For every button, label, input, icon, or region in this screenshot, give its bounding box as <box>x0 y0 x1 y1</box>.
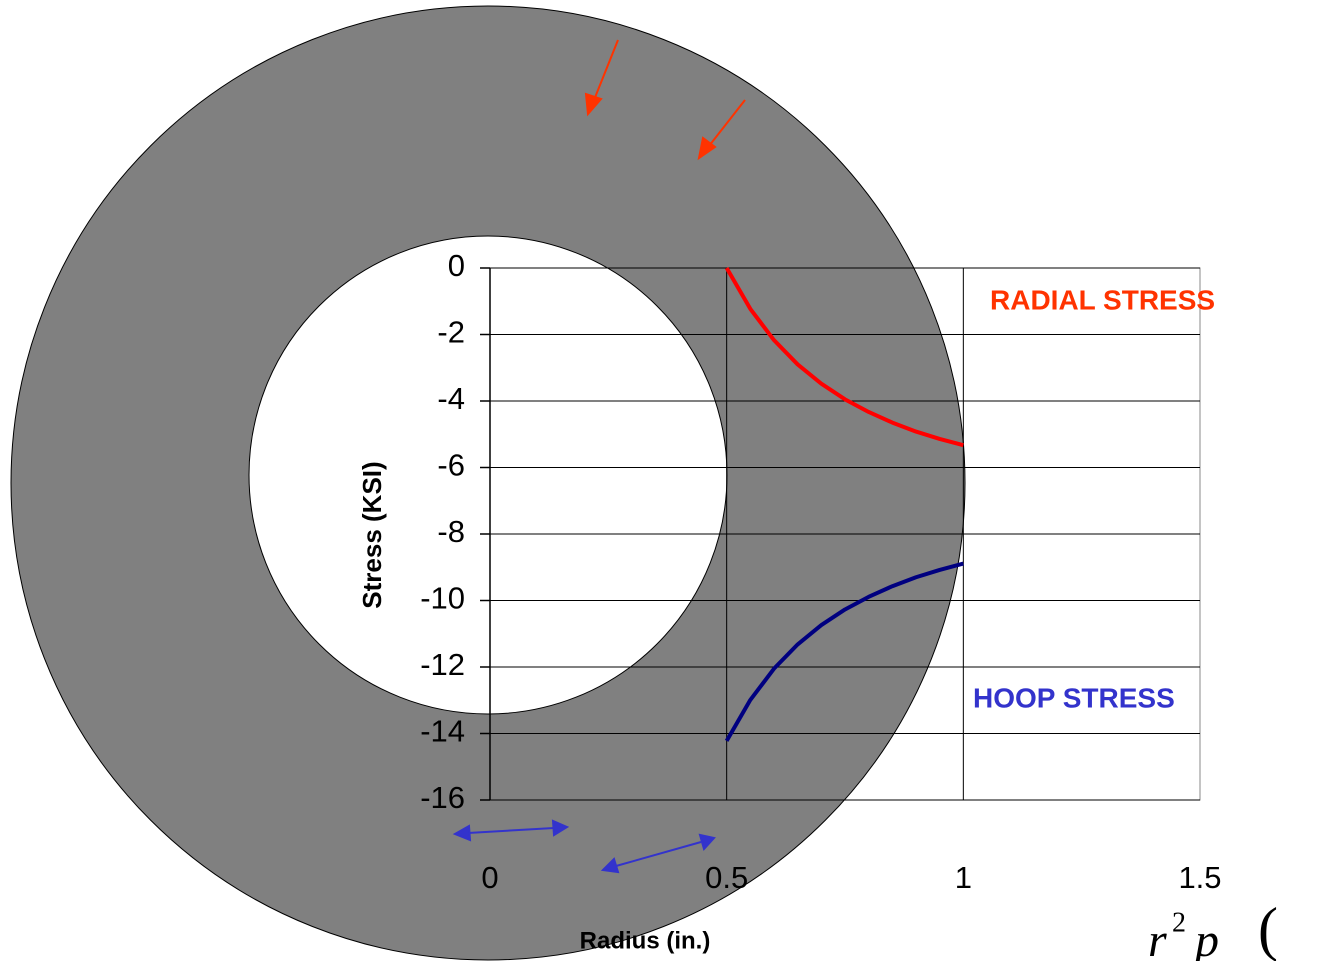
formula-text: ( <box>1258 896 1278 961</box>
formula-text: r <box>1148 914 1167 961</box>
x-tick-label: 0 <box>481 860 498 895</box>
series-label: HOOP STRESS <box>973 682 1175 713</box>
formula-text: 2 <box>1172 907 1186 938</box>
y-tick-label: -4 <box>437 381 465 416</box>
y-tick-label: -8 <box>437 514 465 549</box>
x-axis-title: Radius (in.) <box>580 927 711 954</box>
x-tick-label: 0.5 <box>705 860 748 895</box>
y-tick-label: -12 <box>420 647 465 682</box>
formula-text: p <box>1192 914 1219 961</box>
formula-fragment: r 2 p ( <box>1148 896 1278 961</box>
y-tick-label: -10 <box>420 581 465 616</box>
x-tick-label: 1 <box>955 860 972 895</box>
y-tick-label: -14 <box>420 714 465 749</box>
inner-bore <box>249 236 727 714</box>
y-tick-label: -16 <box>420 780 465 815</box>
y-tick-label: -2 <box>437 315 465 350</box>
y-tick-label: 0 <box>448 248 465 283</box>
x-tick-label: 1.5 <box>1178 860 1221 895</box>
series-label: RADIAL STRESS <box>990 284 1215 315</box>
y-axis-title: Stress (KSI) <box>357 461 387 608</box>
chart: Stress (KSI) Radius (in.) r 2 p ( 0 -2 -4 -… <box>0 0 1330 961</box>
y-tick-label: -6 <box>437 448 465 483</box>
